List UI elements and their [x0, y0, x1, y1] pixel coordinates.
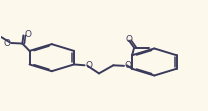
Text: O: O: [125, 35, 132, 44]
Text: O: O: [125, 61, 132, 70]
Text: O: O: [85, 61, 92, 70]
Text: O: O: [24, 30, 31, 39]
Text: O: O: [3, 39, 10, 48]
